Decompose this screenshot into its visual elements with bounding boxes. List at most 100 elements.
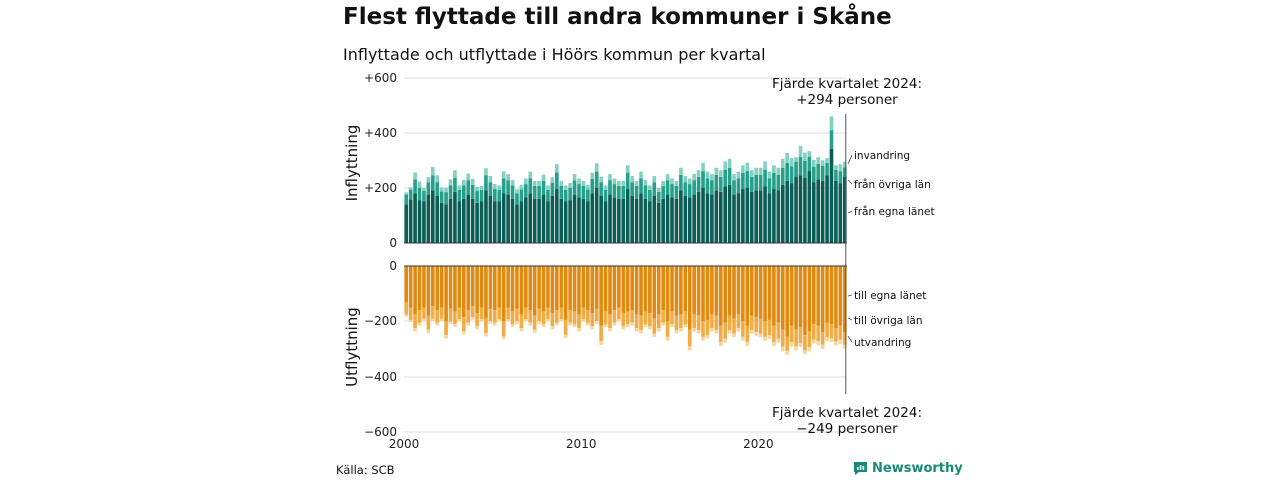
bar-outflow-segment (679, 266, 683, 315)
bar-inflow-segment (652, 195, 657, 243)
bar-outflow-segment (776, 266, 781, 323)
bar-outflow-segment (780, 266, 785, 330)
bar-outflow-segment (435, 322, 440, 326)
bar-inflow-segment (803, 152, 807, 161)
bar-inflow-segment (639, 171, 643, 179)
bar-outflow-segment (727, 266, 732, 316)
bar-inflow-segment (692, 180, 696, 195)
bar-outflow-segment (453, 324, 457, 327)
bar-outflow-segment (617, 266, 621, 308)
bar-inflow-segment (803, 160, 807, 178)
bar-outflow-segment (555, 322, 559, 326)
bar-inflow-segment (501, 178, 506, 194)
bar-inflow-segment (515, 193, 519, 205)
bar-inflow-segment (404, 192, 409, 195)
bar-outflow-segment (563, 334, 568, 339)
bar-inflow-segment (501, 193, 506, 243)
bar-inflow-segment (767, 171, 772, 179)
bar-inflow-segment (696, 191, 701, 243)
bar-outflow-segment (754, 332, 759, 336)
newsworthy-logo-icon (854, 462, 867, 475)
bar-outflow-segment (794, 346, 798, 351)
bar-inflow-segment (630, 195, 634, 243)
bar-outflow-segment (568, 266, 572, 311)
bar-inflow-segment (550, 182, 555, 196)
bar-inflow-segment (568, 200, 572, 243)
bar-inflow-segment (696, 176, 701, 192)
bar-outflow-segment (723, 322, 727, 339)
callout-leader (847, 335, 853, 343)
annotation-inflow-line1: Fjärde kvartalet 2024: (772, 76, 922, 92)
bar-outflow-segment (816, 266, 821, 326)
bar-inflow-segment (674, 186, 679, 199)
bar-outflow-segment (457, 266, 462, 308)
bar-inflow-segment (444, 204, 448, 243)
bar-outflow-segment (524, 319, 528, 322)
bar-inflow-segment (537, 186, 541, 199)
bar-outflow-segment (515, 308, 519, 322)
bar-outflow-segment (515, 321, 519, 324)
bar-outflow-segment (621, 266, 626, 314)
bar-inflow-segment (785, 163, 790, 181)
bar-inflow-segment (603, 189, 608, 202)
bar-inflow-segment (492, 201, 497, 243)
bar-inflow-segment (772, 173, 776, 190)
bar-outflow-segment (475, 313, 479, 327)
brand-logo[interactable]: Newsworthy (853, 461, 963, 476)
bar-inflow-segment (444, 187, 448, 193)
bar-inflow-segment (785, 153, 790, 164)
bar-outflow-segment (417, 310, 422, 323)
bar-outflow-segment (497, 319, 502, 322)
bar-inflow-segment (648, 201, 652, 243)
y-axis-title-outflow: Utflyttning (343, 307, 361, 387)
bar-outflow-segment (736, 328, 741, 332)
bar-outflow-segment (842, 344, 847, 349)
bar-inflow-segment (550, 177, 555, 183)
bar-inflow-segment (524, 178, 528, 185)
bar-inflow-segment (537, 198, 541, 243)
bar-outflow-segment (497, 307, 502, 320)
bar-outflow-segment (758, 266, 763, 319)
bar-outflow-segment (785, 266, 790, 337)
bar-outflow-segment (625, 266, 630, 312)
bar-inflow-segment (621, 198, 626, 243)
bar-inflow-segment (732, 180, 736, 195)
bar-inflow-segment (643, 198, 648, 243)
bar-inflow-segment (417, 181, 422, 188)
bar-outflow-segment (763, 321, 767, 337)
bar-outflow-segment (665, 266, 670, 322)
bar-outflow-segment (732, 333, 736, 338)
bar-inflow-segment (453, 191, 457, 243)
bar-outflow-segment (758, 333, 763, 338)
bar-outflow-segment (834, 328, 838, 342)
bar-outflow-segment (789, 342, 794, 347)
bar-inflow-segment (448, 185, 453, 199)
bar-outflow-segment (435, 266, 440, 311)
bar-outflow-segment (541, 311, 546, 325)
bar-outflow-segment (665, 321, 670, 337)
bar-outflow-segment (488, 321, 493, 324)
bar-outflow-segment (820, 332, 825, 345)
bar-inflow-segment (501, 171, 506, 179)
bar-inflow-segment (825, 163, 829, 176)
bar-inflow-segment (723, 161, 727, 170)
bar-inflow-segment (417, 187, 422, 201)
bar-outflow-segment (497, 266, 502, 308)
bar-outflow-segment (426, 315, 431, 330)
bar-inflow-segment (479, 201, 484, 243)
bar-inflow-segment (475, 186, 479, 191)
bar-inflow-segment (612, 184, 617, 198)
bar-inflow-segment (528, 178, 533, 194)
bar-outflow-segment (519, 328, 524, 332)
bar-outflow-segment (617, 307, 621, 320)
bar-outflow-segment (710, 314, 714, 329)
bar-outflow-segment (714, 315, 719, 331)
bar-outflow-segment (679, 328, 683, 332)
bar-outflow-segment (763, 336, 767, 341)
bar-inflow-segment (413, 179, 417, 194)
bar-outflow-segment (838, 266, 843, 326)
bar-inflow-segment (510, 185, 515, 199)
bar-outflow-segment (736, 314, 741, 329)
bar-inflow-segment (470, 198, 475, 243)
bar-inflow-segment (550, 195, 555, 243)
